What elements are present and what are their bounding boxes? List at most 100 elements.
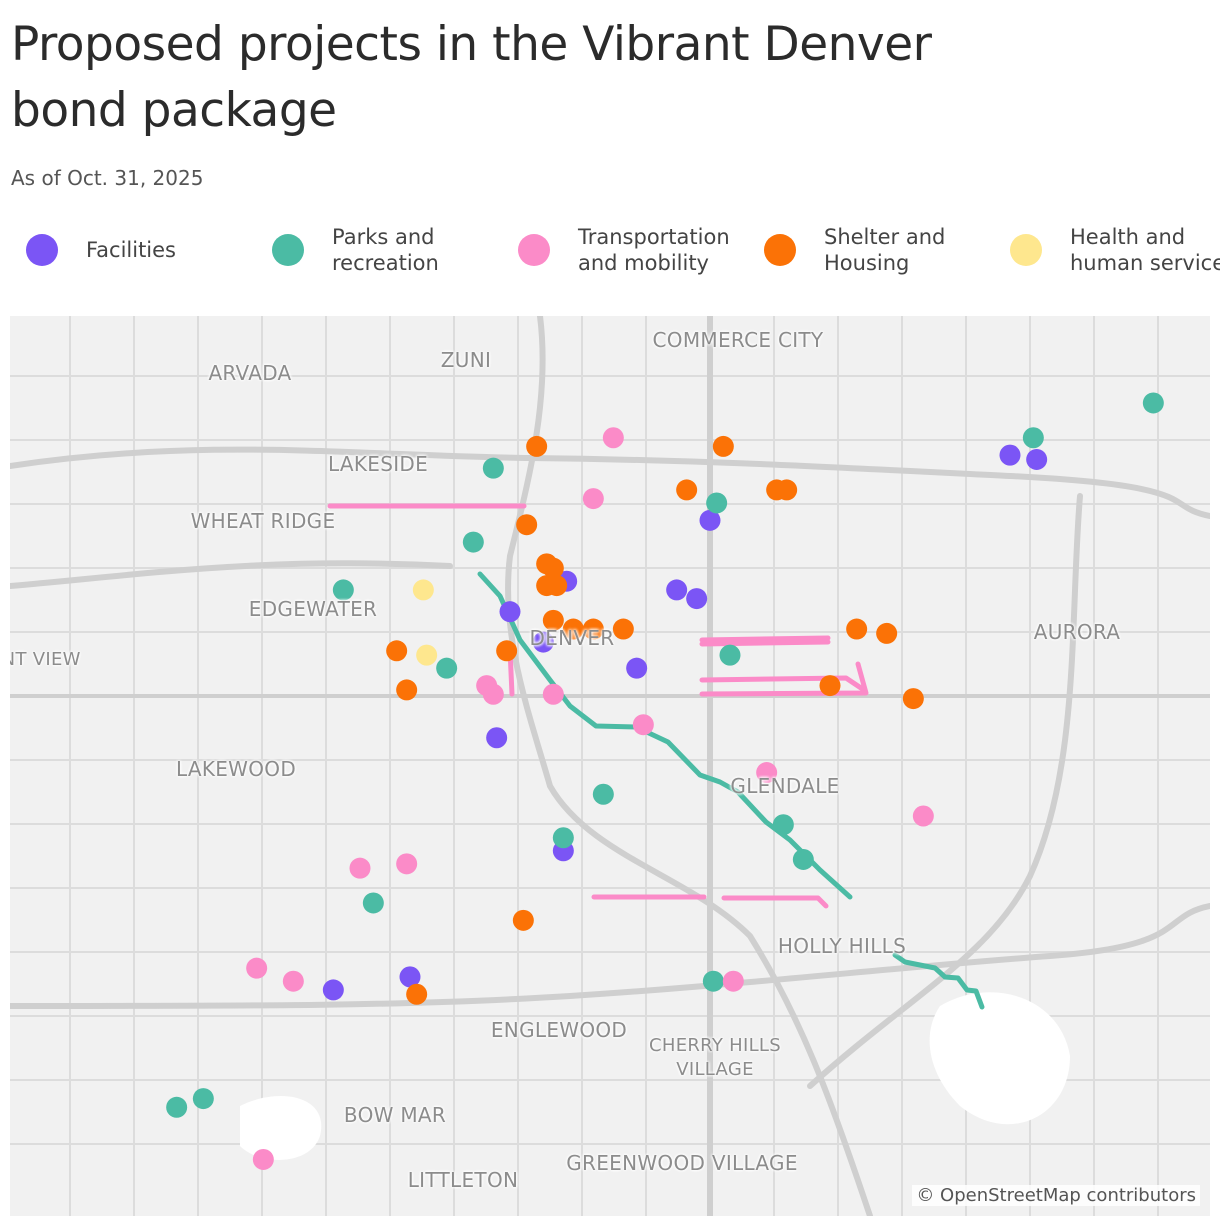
project-point xyxy=(412,579,434,601)
project-point xyxy=(416,644,438,666)
points xyxy=(166,392,1164,1170)
project-point xyxy=(602,427,624,449)
project-point xyxy=(819,675,841,697)
project-point xyxy=(332,579,354,601)
project-point xyxy=(699,509,721,531)
map-base xyxy=(10,316,1210,1216)
project-point xyxy=(1142,392,1164,414)
legend-swatch xyxy=(26,234,58,266)
project-point xyxy=(542,557,564,579)
place-label: BOW MAR xyxy=(343,1103,447,1127)
project-point xyxy=(776,479,798,501)
place-label: ARVADA xyxy=(208,361,292,385)
project-point xyxy=(512,909,534,931)
project-point xyxy=(349,857,371,879)
project-point xyxy=(632,714,654,736)
project-point xyxy=(482,683,504,705)
place-label: AURORA xyxy=(1033,620,1121,644)
subtitle: As of Oct. 31, 2025 xyxy=(11,166,204,190)
project-point xyxy=(246,957,268,979)
project-point xyxy=(999,444,1021,466)
project-point xyxy=(706,492,728,514)
legend-label: Shelter and Housing xyxy=(824,225,946,275)
legend-item: Transportation and mobility xyxy=(518,216,748,284)
project-point xyxy=(592,783,614,805)
project-point xyxy=(526,435,548,457)
legend-label: Facilities xyxy=(86,238,176,262)
project-point xyxy=(386,640,408,662)
project-point xyxy=(712,435,734,457)
project-line xyxy=(699,661,869,697)
project-point xyxy=(719,644,741,666)
place-label: GLENDALE xyxy=(730,774,840,798)
project-point xyxy=(396,679,418,701)
project-line xyxy=(699,639,831,647)
project-point xyxy=(756,762,778,784)
project-point xyxy=(552,827,574,849)
project-point xyxy=(396,853,418,875)
project-point xyxy=(792,848,814,870)
project-point xyxy=(546,575,568,597)
place-label: HOLLY HILLS xyxy=(777,934,907,958)
project-point xyxy=(436,657,458,679)
legend-swatch xyxy=(764,234,796,266)
project-point xyxy=(1022,427,1044,449)
project-point xyxy=(722,970,744,992)
legend-item: Health and human services xyxy=(1010,216,1220,284)
project-point xyxy=(772,814,794,836)
project-point xyxy=(876,622,898,644)
project-point xyxy=(399,966,421,988)
legend-label: Transportation and mobility xyxy=(578,225,730,275)
place-label: COMMERCE CITY xyxy=(652,328,824,352)
project-point xyxy=(322,979,344,1001)
legend-swatch xyxy=(518,234,550,266)
project-point xyxy=(486,727,508,749)
project-point xyxy=(406,983,428,1005)
place-label: WHEAT RIDGE xyxy=(190,509,336,533)
legend-item: Parks and recreation xyxy=(272,216,502,284)
project-point xyxy=(252,1148,274,1170)
title: Proposed projects in the Vibrant Denver … xyxy=(11,17,932,138)
water xyxy=(240,992,1070,1160)
project-point xyxy=(582,488,604,510)
project-line xyxy=(699,635,831,643)
project-point xyxy=(192,1088,214,1110)
project-line xyxy=(699,675,867,693)
legend-swatch xyxy=(1010,234,1042,266)
project-point xyxy=(462,531,484,553)
attribution: © OpenStreetMap contributors xyxy=(912,1185,1200,1206)
project-point xyxy=(166,1096,188,1118)
project-point xyxy=(612,618,634,640)
project-point xyxy=(542,609,564,631)
place-label: LITTLETON xyxy=(407,1168,519,1192)
project-point xyxy=(1026,448,1048,470)
project-point xyxy=(912,805,934,827)
project-line xyxy=(721,895,829,909)
project-point xyxy=(626,657,648,679)
project-point xyxy=(499,601,521,623)
trail-line xyxy=(892,952,985,1010)
project-point xyxy=(582,618,604,640)
project-lines xyxy=(327,503,869,909)
place-label: EDGEWATER xyxy=(248,597,378,621)
place-label: ZUNI xyxy=(440,348,492,372)
roads xyxy=(10,316,1210,1216)
project-point xyxy=(702,970,724,992)
project-point xyxy=(496,640,518,662)
place-label: CHERRY HILLS VILLAGE xyxy=(649,1035,781,1080)
legend-swatch xyxy=(272,234,304,266)
project-point xyxy=(516,514,538,536)
project-point xyxy=(902,688,924,710)
project-point xyxy=(532,631,554,653)
project-point xyxy=(562,618,584,640)
place-label: GREENWOOD VILLAGE xyxy=(566,1151,798,1175)
project-point xyxy=(846,618,868,640)
project-point xyxy=(676,479,698,501)
place-label: ENGLEWOOD xyxy=(490,1018,628,1042)
legend-label: Parks and recreation xyxy=(332,225,439,275)
place-label: LAKEWOOD xyxy=(175,757,297,781)
legend-label: Health and human services xyxy=(1070,225,1220,275)
legend-item: Facilities xyxy=(26,216,256,284)
map: COMMERCE CITY ARVADA ZUNI LAKESIDE WHEAT RID… xyxy=(10,316,1210,1216)
